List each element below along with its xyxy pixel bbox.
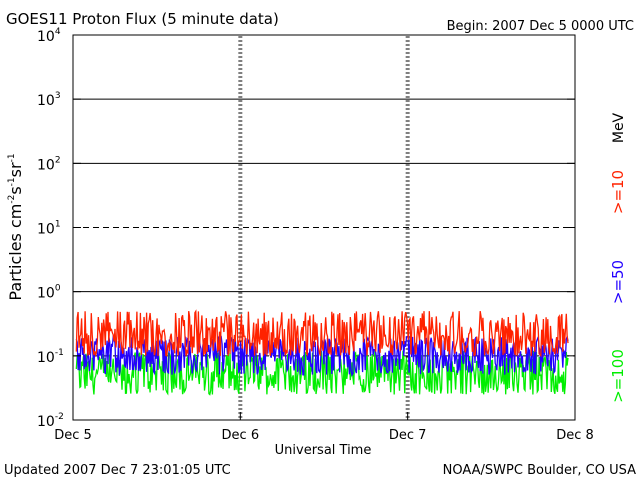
ylabel-sup-2: -1	[7, 177, 17, 186]
y-axis-label: Particles cm-2s-1sr-1	[6, 153, 25, 300]
y-tick-base: 10	[37, 414, 55, 430]
y-tick-base: 10	[37, 286, 55, 302]
ylabel-s: s	[6, 186, 25, 194]
x-tick-label: Dec 8	[556, 428, 594, 443]
updated-time: Updated 2007 Dec 7 23:01:05 UTC	[4, 463, 231, 478]
plot-frame	[72, 34, 576, 421]
legend-ge100: >=100	[609, 349, 627, 403]
chart-title: GOES11 Proton Flux (5 minute data)	[6, 10, 279, 28]
y-tick-label: 104	[37, 27, 61, 45]
legend-ge50: >=50	[609, 260, 627, 304]
y-tick-exp: -2	[55, 412, 64, 422]
y-tick-base: 10	[37, 29, 55, 45]
ylabel-sup-3: -1	[7, 153, 17, 162]
unit-label: MeV	[611, 112, 627, 143]
x-tick-label: Dec 6	[222, 428, 260, 443]
grid	[73, 36, 575, 418]
y-tick-label: 102	[37, 155, 61, 173]
x-tick-label: Dec 7	[389, 428, 427, 443]
y-tick-base: 10	[37, 350, 55, 366]
y-tick-exp: 1	[55, 220, 61, 230]
y-tick-label: 100	[37, 284, 61, 302]
credit: NOAA/SWPC Boulder, CO USA	[443, 463, 636, 478]
ylabel-sup-1: -2	[7, 195, 17, 204]
y-tick-base: 10	[37, 222, 55, 238]
y-tick-exp: 2	[55, 155, 61, 165]
y-tick-exp: -1	[55, 348, 64, 358]
series-line-10	[75, 309, 569, 358]
legend-ge10: >=10	[609, 170, 627, 214]
x-axis-label: Universal Time	[275, 443, 372, 458]
series-lines	[75, 309, 569, 396]
begin-time: Begin: 2007 Dec 5 0000 UTC	[447, 19, 634, 34]
y-tick-base: 10	[37, 157, 55, 173]
y-tick-label: 103	[37, 91, 61, 109]
y-tick-exp: 4	[55, 27, 61, 37]
y-tick-exp: 3	[55, 91, 61, 101]
ylabel-sr: sr	[6, 162, 25, 177]
y-tick-label: 10-1	[37, 348, 64, 366]
x-tick-label: Dec 5	[54, 428, 92, 443]
y-tick-label: 101	[37, 220, 61, 238]
y-tick-label: 10-2	[37, 412, 64, 430]
y-tick-exp: 0	[55, 284, 61, 294]
y-tick-base: 10	[37, 93, 55, 109]
